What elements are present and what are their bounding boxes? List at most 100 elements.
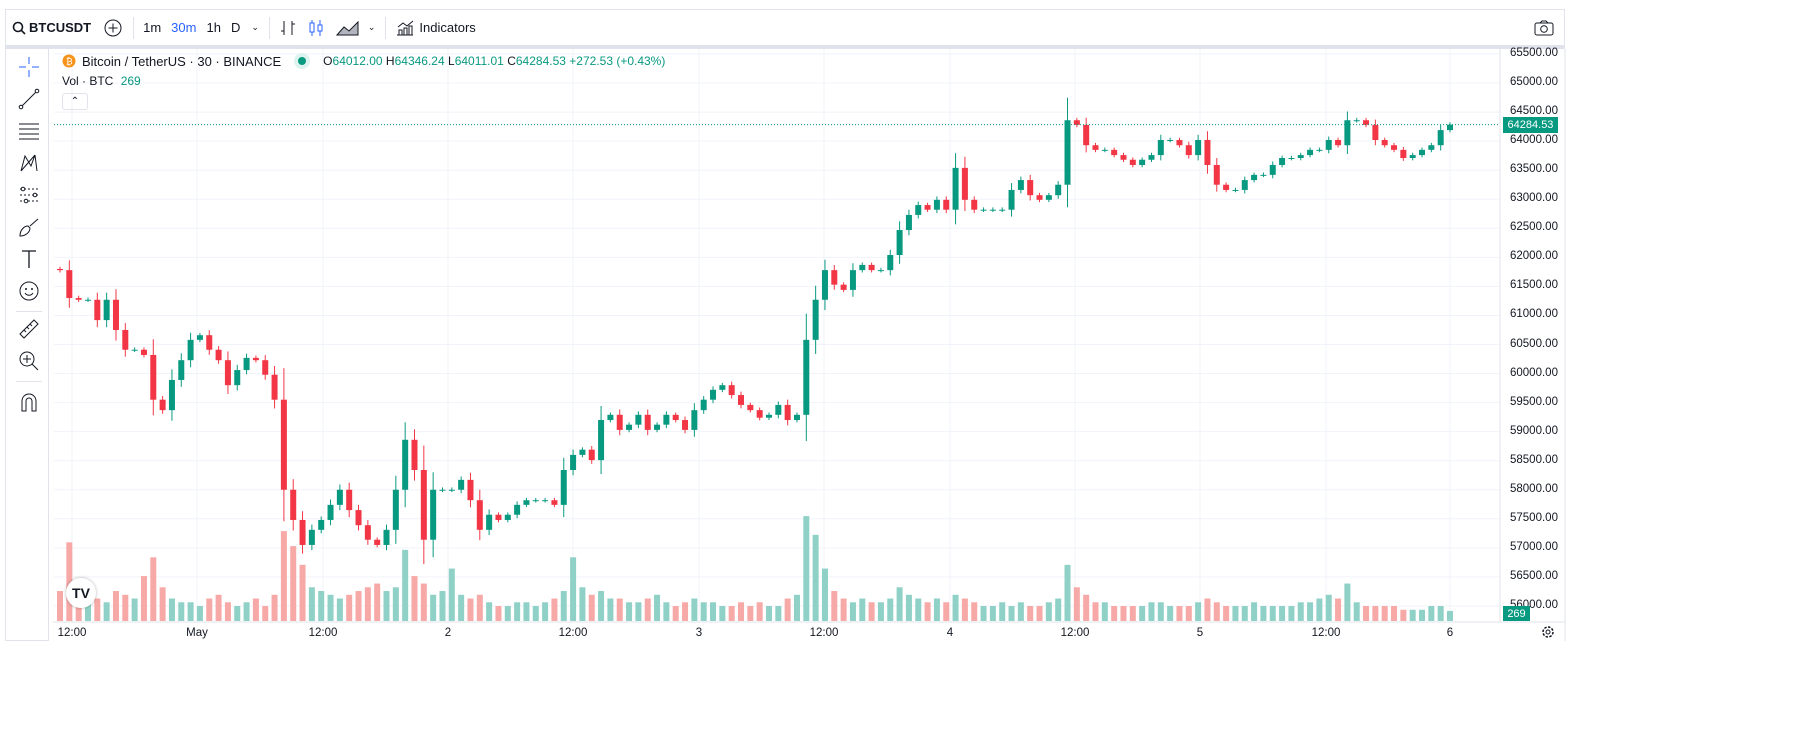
volume-bar [1167,606,1174,621]
volume-bar [626,602,633,621]
symbol-name: BTCUSDT [29,20,92,35]
volume-bar [663,602,670,621]
candle-body [206,335,213,350]
candle-body [262,360,269,375]
bitcoin-logo-icon: ₿ [62,54,76,68]
open-label: O [323,54,333,68]
volume-bar [392,587,399,621]
price-tick: 62500.00 [1510,221,1558,234]
volume-bar [1111,606,1118,621]
volume-bar [308,587,315,621]
tradingview-logo[interactable]: TV [66,578,96,608]
volume-bar [402,549,409,621]
volume-bar [933,598,940,621]
settings-gear-icon[interactable] [1540,624,1556,640]
crosshair-icon [19,57,39,77]
text-tool[interactable] [16,246,42,272]
time-tick: 12:00 [809,627,839,639]
emoji-tool[interactable] [16,278,42,304]
time-tick: 6 [1446,627,1454,639]
candle-body [1073,120,1080,125]
volume-bar [430,594,437,621]
timeframe-dropdown[interactable]: ⌄ [245,10,265,45]
volume-bar [952,594,959,621]
volume-label: Vol · BTC [62,74,114,88]
volume-bar [1241,606,1248,621]
volume-bar [1419,609,1426,621]
price-tick: 60500.00 [1510,337,1558,350]
candle-body [308,529,315,545]
volume-bar [1223,606,1230,621]
screenshot-button[interactable] [1528,10,1560,45]
candle-body [1167,139,1174,141]
candle-body [1391,145,1398,150]
volume-bar [765,606,772,621]
volume-bar [467,598,474,621]
candle-body [598,420,605,461]
volume-bar [915,598,922,621]
candle-body [336,489,343,505]
volume-bar [187,602,194,621]
volume-bar [793,594,800,621]
candle-body [75,298,82,300]
time-tick: 3 [695,627,703,639]
volume-bar [1176,606,1183,621]
volume-bar [1307,602,1314,621]
volume-bar [551,598,558,621]
candle-body [411,439,418,470]
prediction-tool[interactable] [16,182,42,208]
smiley-icon [19,281,39,301]
price-tick: 65500.00 [1510,47,1558,59]
candle-body [700,399,707,411]
trend-line-tool[interactable] [16,86,42,112]
volume-bar [1409,609,1416,621]
crosshair-tool[interactable] [16,54,42,80]
bars-style-button[interactable] [274,10,302,45]
candle-body [896,230,903,256]
candle-body [588,449,595,461]
volume-bar [206,598,213,621]
volume-bar [1381,606,1388,621]
volume-bar [1400,609,1407,621]
candle-body [644,414,651,430]
timeframe-1m[interactable]: 1m [143,20,162,35]
candle-body [383,529,390,545]
candle-body [691,410,698,430]
candle-body [803,339,810,415]
candle-body [420,469,427,540]
pattern-tool[interactable] [16,150,42,176]
trend-line-icon [18,88,40,110]
volume-bar [738,602,745,621]
candle-body [887,255,894,271]
magnet-tool[interactable] [16,389,42,415]
zoom-in-tool[interactable] [16,348,42,374]
last-price-label: 64284.53 [1503,117,1558,133]
candle-body [961,167,968,200]
compare-button[interactable] [97,10,129,45]
candle-body [1260,174,1267,176]
volume-bar [1363,606,1370,621]
volume-bar [588,594,595,621]
measure-tool[interactable] [16,316,42,342]
timeframe-30m[interactable]: 30m [171,20,197,35]
candles-style-button[interactable] [302,10,330,45]
candle-body [1148,155,1155,160]
symbol-title[interactable]: Bitcoin / TetherUS · 30 · BINANCE [82,53,282,69]
symbol-search[interactable]: BTCUSDT [6,10,97,45]
candle-body [532,500,539,502]
volume-bar [747,606,754,621]
fib-tool[interactable] [16,118,42,144]
candle-body [1400,149,1407,158]
brush-tool[interactable] [16,214,42,240]
candle-body [821,270,828,300]
collapse-legend-button[interactable]: ⌃ [62,93,88,110]
divider [268,16,270,39]
indicators-button[interactable]: Indicators [390,10,481,45]
volume-value: 269 [120,74,141,88]
timeframe-1h[interactable]: 1h [206,20,221,35]
volume-bar [971,602,978,621]
candle-body [1036,195,1043,200]
timeframe-d[interactable]: D [230,20,241,35]
area-style-button[interactable]: ⌄ [330,10,382,45]
